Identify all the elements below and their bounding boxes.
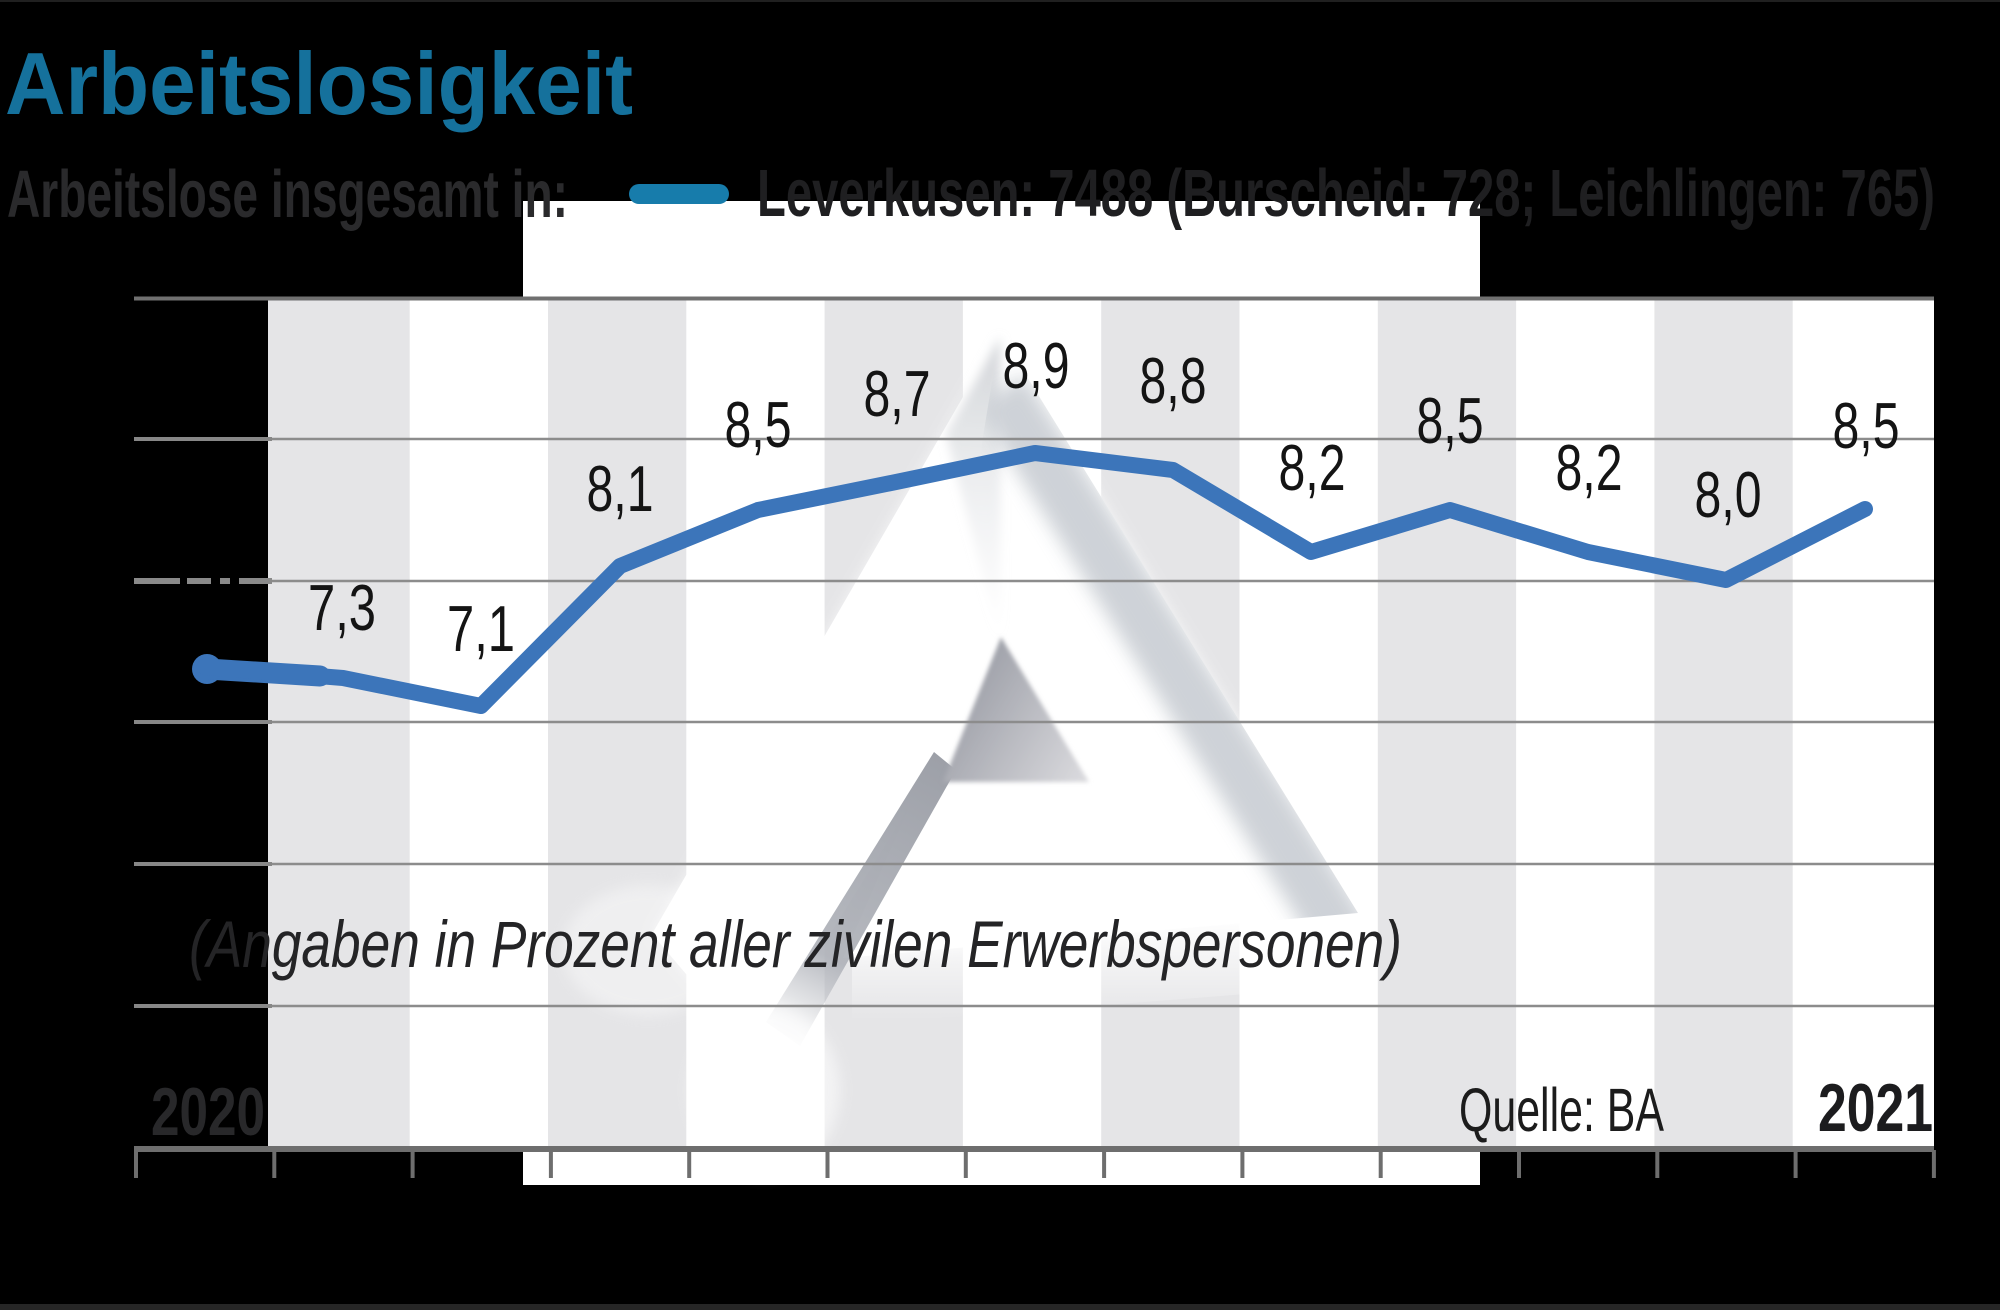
svg-text:8,8: 8,8 <box>1140 344 1207 417</box>
svg-text:8,7: 8,7 <box>864 357 931 430</box>
svg-text:7,3: 7,3 <box>308 571 376 644</box>
svg-text:2020: 2020 <box>151 1074 265 1150</box>
svg-text:8,0: 8,0 <box>1695 458 1762 531</box>
svg-text:(Angaben in Prozent aller zivi: (Angaben in Prozent aller zivilen Erwerb… <box>189 907 1402 981</box>
svg-text:8,1: 8,1 <box>587 452 654 525</box>
svg-text:8,2: 8,2 <box>1279 431 1346 504</box>
svg-text:Arbeitslose insgesamt in:: Arbeitslose insgesamt in: <box>7 157 568 232</box>
svg-text:7,1: 7,1 <box>447 592 515 665</box>
svg-text:8,5: 8,5 <box>1833 389 1900 462</box>
svg-text:Arbeitslosigkeit: Arbeitslosigkeit <box>5 34 633 133</box>
svg-text:8,5: 8,5 <box>725 388 792 461</box>
svg-text:Quelle: BA: Quelle: BA <box>1459 1076 1664 1144</box>
svg-text:Leverkusen: 7488 (Burscheid: 7: Leverkusen: 7488 (Burscheid: 728; Leichl… <box>757 156 1935 231</box>
svg-text:8,9: 8,9 <box>1003 329 1070 402</box>
svg-text:8,2: 8,2 <box>1556 431 1623 504</box>
svg-text:8,5: 8,5 <box>1417 384 1484 457</box>
svg-text:2021: 2021 <box>1818 1070 1933 1146</box>
